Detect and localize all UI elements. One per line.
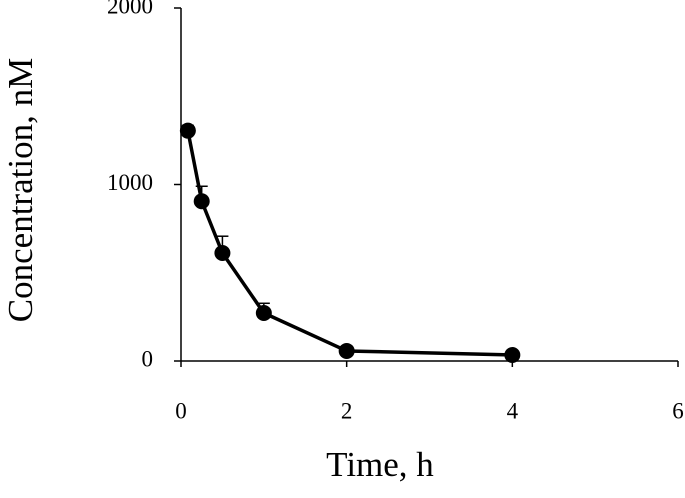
y-tick-label: 2000: [107, 0, 153, 18]
x-axis-title: Time, h: [326, 445, 434, 484]
x-tick-label: 4: [507, 398, 519, 423]
y-axis-title: Concentration, nM: [1, 58, 40, 322]
data-point: [179, 122, 196, 139]
data-point: [255, 304, 272, 321]
x-tick-label: 2: [341, 398, 353, 423]
y-tick-label: 1000: [107, 170, 153, 195]
x-tick-label: 6: [672, 398, 684, 423]
data-point: [193, 193, 210, 210]
data-point: [338, 342, 355, 359]
x-tick-label: 0: [175, 398, 187, 423]
data-point: [504, 346, 521, 363]
data-point: [214, 244, 231, 261]
data-line: [186, 130, 513, 357]
y-tick-label: 0: [142, 346, 154, 371]
